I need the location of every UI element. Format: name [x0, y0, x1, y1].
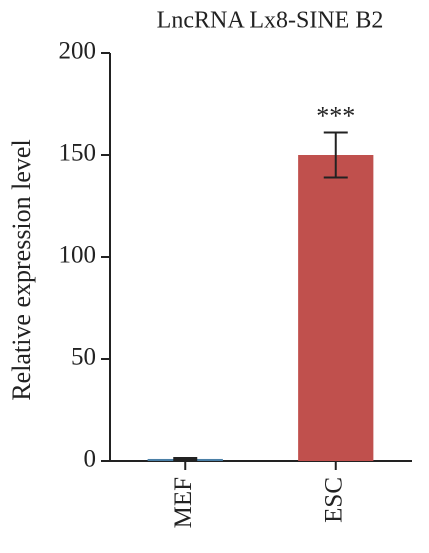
chart-title: LncRNA Lx8-SINE B2	[157, 8, 384, 34]
y-axis-label: Relative expression level	[7, 139, 36, 400]
y-tick-label: 200	[59, 38, 97, 65]
y-tick-label: 50	[71, 344, 96, 371]
error-bar	[173, 456, 198, 461]
y-tick-label: 100	[59, 242, 97, 269]
significance-label: ***	[316, 102, 355, 131]
y-tick-label: 150	[59, 140, 97, 167]
error-bar	[323, 131, 348, 179]
y-tick-label: 0	[84, 446, 97, 473]
x-tick-label: ESC	[320, 477, 347, 523]
bar	[298, 155, 374, 461]
x-tick-label: MEF	[170, 477, 197, 528]
